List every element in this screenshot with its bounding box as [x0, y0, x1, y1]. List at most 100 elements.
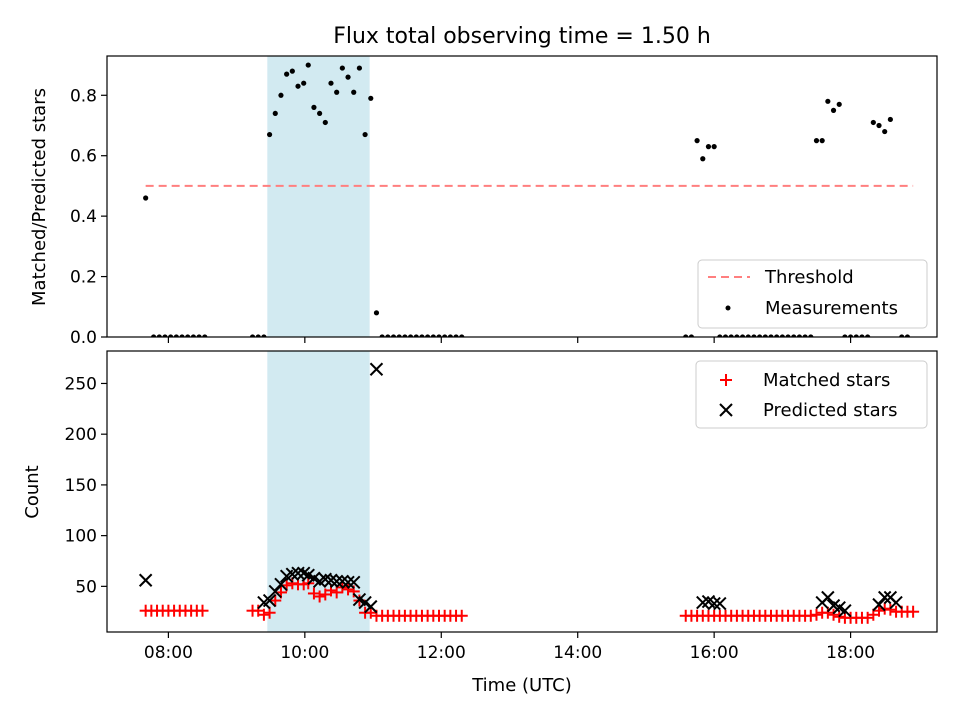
- measurement-point: [847, 334, 854, 337]
- y-tick-label: 0.0: [70, 328, 97, 348]
- y-tick-label: 100: [65, 527, 97, 547]
- predicted-stars-point: [707, 596, 721, 611]
- measurement-point: [339, 65, 345, 71]
- measurement-point: [683, 334, 689, 337]
- matched-stars-point: [878, 602, 891, 615]
- measurement-point: [202, 334, 208, 337]
- predicted-stars-point: [369, 362, 384, 376]
- y-tick-label: 50: [75, 577, 97, 597]
- measurement-point: [173, 334, 179, 337]
- legend-matched-label: Matched stars: [763, 370, 890, 391]
- y-tick-label: 200: [65, 425, 97, 445]
- measurement-point: [802, 334, 808, 337]
- measurement-point: [842, 334, 848, 337]
- measurement-point: [734, 334, 740, 337]
- measurement-point: [407, 334, 414, 337]
- measurement-point: [284, 71, 290, 77]
- predicted-stars-point: [341, 575, 355, 589]
- predicted-stars-point: [329, 574, 344, 588]
- measurement-point: [289, 68, 295, 74]
- measurement-point: [356, 65, 363, 71]
- bottom-panel-x-axis: 08:00 10:00 12:00 14:00 16:00 18:00: [144, 632, 875, 663]
- predicted-stars-point: [138, 573, 153, 587]
- predicted-stars-point: [872, 597, 886, 612]
- measurement-point: [261, 334, 267, 337]
- measurement-point: [311, 104, 317, 110]
- x-tick-label: 14:00: [553, 643, 602, 663]
- matched-stars-point: [269, 594, 282, 607]
- measurement-point: [305, 62, 311, 68]
- x-tick-label: 10:00: [280, 643, 329, 663]
- measurement-point: [717, 334, 723, 337]
- measurement-point: [722, 334, 729, 337]
- x-tick-label: 16:00: [690, 643, 739, 663]
- matched-stars-point: [196, 604, 209, 617]
- measurement-point: [301, 80, 307, 86]
- top-panel-legend: Threshold Measurements: [697, 259, 928, 329]
- measurement-point: [887, 116, 893, 123]
- bottom-panel-frame: [106, 350, 938, 633]
- measurement-point: [156, 334, 162, 337]
- top-panel: 0.00.20.40.60.8 Matched/Predicted stars …: [29, 55, 938, 348]
- top-legend-box: [697, 259, 928, 329]
- measurement-point: [459, 334, 465, 337]
- legend-predicted-swatch: [719, 403, 733, 417]
- y-tick-label: 0.4: [70, 207, 97, 227]
- measurement-point: [779, 334, 785, 337]
- legend-measurements-swatch: [725, 305, 731, 311]
- legend-measurements-label: Measurements: [765, 298, 898, 319]
- measurement-point: [882, 128, 888, 135]
- measurement-point: [453, 334, 459, 337]
- measurement-point: [390, 334, 397, 337]
- top-panel-x-axis: [167, 337, 852, 343]
- measurement-point: [825, 98, 831, 104]
- predicted-stars-point: [296, 566, 311, 580]
- y-tick-label: 250: [65, 374, 97, 394]
- measurement-point: [768, 334, 774, 337]
- measurement-point: [757, 334, 763, 337]
- measurement-point: [751, 334, 757, 337]
- matched-stars-point: [342, 583, 355, 596]
- measurement-point: [351, 89, 357, 95]
- x-tick-label: 08:00: [144, 643, 193, 663]
- predicted-stars-point: [262, 593, 277, 608]
- measurement-point: [413, 334, 419, 337]
- measurement-point: [385, 334, 391, 337]
- measurement-point: [728, 334, 734, 337]
- predicted-stars-point: [713, 596, 727, 611]
- measurement-point: [436, 334, 442, 337]
- legend-predicted-label: Predicted stars: [763, 400, 897, 421]
- measurement-point: [694, 138, 700, 144]
- matched-stars-point: [873, 604, 886, 617]
- matched-stars-point: [330, 586, 343, 599]
- measurement-point: [295, 83, 301, 89]
- x-tick-label: 18:00: [826, 643, 875, 663]
- measurement-point: [830, 107, 837, 113]
- measurement-point: [836, 101, 842, 107]
- measurement-point: [151, 334, 157, 337]
- bottom-panel-marks: [138, 362, 920, 624]
- top-panel-frame: [106, 55, 938, 338]
- bottom-panel-y-label: Count: [22, 465, 43, 518]
- measurement-point: [162, 334, 168, 337]
- predicted-stars-point: [291, 566, 305, 580]
- top-panel-y-axis: 0.0 0.2 0.4 0.6 0.8: [70, 86, 107, 348]
- predicted-stars-point: [838, 603, 852, 618]
- measurement-point: [819, 138, 825, 144]
- predicted-stars-point: [347, 575, 361, 589]
- measurement-point: [255, 334, 261, 337]
- measurement-point: [196, 334, 202, 337]
- measurement-point: [249, 334, 256, 337]
- measurement-point: [419, 334, 425, 337]
- measurement-point: [334, 89, 340, 95]
- measurement-point: [711, 144, 717, 150]
- observing-window-shading: [267, 56, 370, 337]
- measurement-point: [272, 110, 278, 117]
- measurement-point: [774, 334, 780, 337]
- bottom-panel-legend: Matched stars Predicted stars: [695, 360, 928, 429]
- measurement-point: [179, 334, 185, 337]
- chart-title: Flux total observing time = 1.50 h: [333, 24, 711, 49]
- matched-stars-point: [827, 608, 840, 621]
- measurement-point: [808, 334, 814, 337]
